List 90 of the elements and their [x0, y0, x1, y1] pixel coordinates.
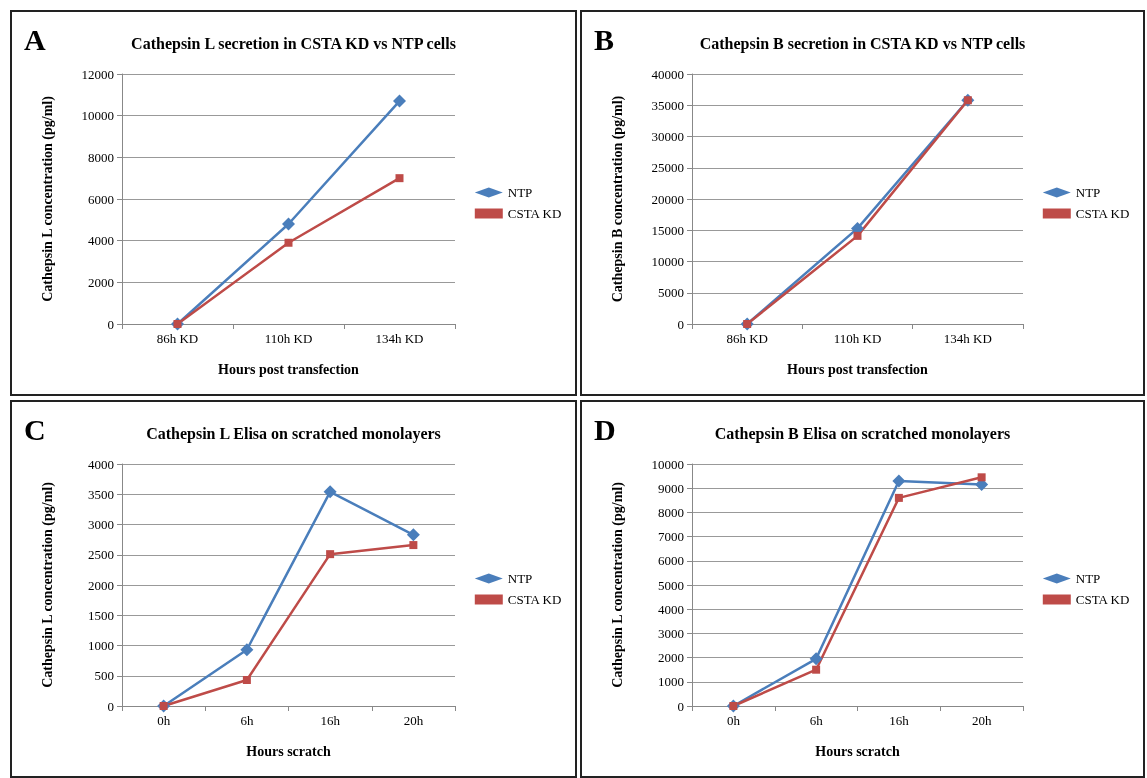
- legend-label: CSTA KD: [507, 206, 562, 221]
- text: B: [594, 22, 615, 56]
- y-tick-label: 5000: [658, 577, 684, 593]
- x-tick-label: 16h: [889, 713, 910, 728]
- y-tick-label: 35000: [651, 97, 684, 113]
- point: [323, 485, 337, 499]
- x-tick-label: 86h KD: [156, 331, 199, 346]
- y-tick-label: 4000: [88, 456, 114, 472]
- y-tick-label: 8000: [658, 504, 684, 520]
- y-tick-label: 1000: [658, 674, 684, 690]
- y-tick-label: 6000: [658, 553, 684, 569]
- legend-label: NTP: [507, 571, 533, 586]
- point: [409, 541, 418, 550]
- y-tick-label: 20000: [651, 191, 684, 207]
- chart-title: Cathepsin L Elisa on scratched monolayers: [146, 424, 441, 443]
- y-tick-label: 12000: [81, 66, 114, 82]
- x-tick-label: 6h: [809, 713, 824, 728]
- point: [393, 94, 406, 108]
- x-tick-label: 6h: [240, 713, 254, 728]
- point: [809, 652, 823, 666]
- x-tick-label: 20h: [403, 713, 424, 728]
- x-axis-title: Hours post transfection: [787, 361, 929, 377]
- legend-label: CSTA KD: [1075, 206, 1130, 221]
- chart-title: Cathepsin B secretion in CSTA KD vs NTP cells: [699, 34, 1026, 53]
- y-tick-label: 4000: [658, 601, 684, 617]
- point: [894, 493, 903, 502]
- text: C: [24, 412, 46, 446]
- y-tick-label: 0: [677, 316, 684, 332]
- x-tick-label: 16h: [320, 713, 341, 728]
- y-tick-label: 1000: [88, 638, 114, 653]
- y-tick-label: 5000: [658, 285, 684, 301]
- legend-label: NTP: [1075, 185, 1101, 200]
- point: [892, 474, 906, 488]
- y-tick-label: 0: [107, 316, 114, 332]
- y-tick-label: 2000: [658, 650, 684, 666]
- y-tick-label: 30000: [651, 129, 684, 144]
- legend-label: CSTA KD: [1075, 592, 1130, 607]
- y-tick-label: 15000: [651, 222, 684, 238]
- y-tick-label: 10000: [651, 254, 684, 269]
- x-tick-label: 86h KD: [726, 331, 768, 346]
- y-tick-label: 3000: [658, 625, 684, 641]
- y-tick-label: 0: [107, 698, 114, 714]
- point: [853, 231, 862, 240]
- point: [282, 217, 295, 231]
- x-tick-label: 0h: [726, 713, 741, 728]
- x-axis-title: Hours scratch: [815, 743, 900, 759]
- y-tick-label: 40000: [651, 66, 684, 82]
- y-tick-label: 7000: [658, 529, 684, 545]
- legend-label: NTP: [507, 185, 533, 200]
- y-axis-title: Cathepsin B concentration (pg/ml): [609, 95, 626, 303]
- y-tick-label: 3000: [88, 517, 114, 532]
- y-tick-label: 10000: [81, 108, 114, 124]
- x-tick-label: 110h KD: [833, 331, 882, 346]
- y-tick-label: 500: [94, 668, 114, 684]
- y-tick-label: 3500: [88, 486, 114, 502]
- legend-label: CSTA KD: [507, 592, 562, 607]
- x-tick-label: 20h: [971, 713, 992, 728]
- x-axis-title: Hours post transfection: [218, 361, 360, 377]
- chart-title: Cathepsin B Elisa on scratched monolayers: [714, 424, 1011, 443]
- x-tick-label: 134h KD: [943, 331, 992, 346]
- y-axis-title: Cathepsin L concentration (pg/ml): [39, 481, 56, 688]
- x-axis-title: Hours scratch: [246, 743, 331, 759]
- point: [284, 238, 293, 247]
- y-tick-label: 9000: [658, 480, 684, 496]
- legend-label: NTP: [1075, 571, 1101, 586]
- point: [812, 665, 821, 674]
- text: D: [594, 412, 616, 446]
- point: [242, 675, 251, 684]
- point: [326, 550, 335, 559]
- y-tick-label: 2000: [88, 274, 114, 290]
- y-tick-label: 4000: [88, 233, 114, 249]
- y-tick-label: 25000: [651, 160, 684, 176]
- point: [395, 174, 404, 183]
- point: [977, 473, 986, 482]
- chart-title: Cathepsin L secretion in CSTA KD vs NTP cells: [131, 34, 456, 53]
- y-tick-label: 0: [677, 698, 684, 714]
- y-tick-label: 2000: [88, 577, 114, 593]
- y-tick-label: 2500: [88, 547, 114, 563]
- x-tick-label: 110h KD: [264, 331, 313, 346]
- y-tick-label: 6000: [88, 191, 114, 207]
- point: [240, 643, 254, 657]
- y-tick-label: 10000: [651, 456, 684, 472]
- y-tick-label: 8000: [88, 149, 114, 165]
- y-tick-label: 1500: [88, 607, 114, 623]
- y-axis-title: Cathepsin L concentration (pg/ml): [39, 95, 56, 302]
- point: [406, 528, 420, 542]
- y-axis-title: Cathepsin L concentration (pg/ml): [609, 481, 626, 688]
- x-tick-label: 134h KD: [375, 331, 424, 346]
- x-tick-label: 0h: [157, 713, 171, 728]
- text: A: [24, 22, 46, 56]
